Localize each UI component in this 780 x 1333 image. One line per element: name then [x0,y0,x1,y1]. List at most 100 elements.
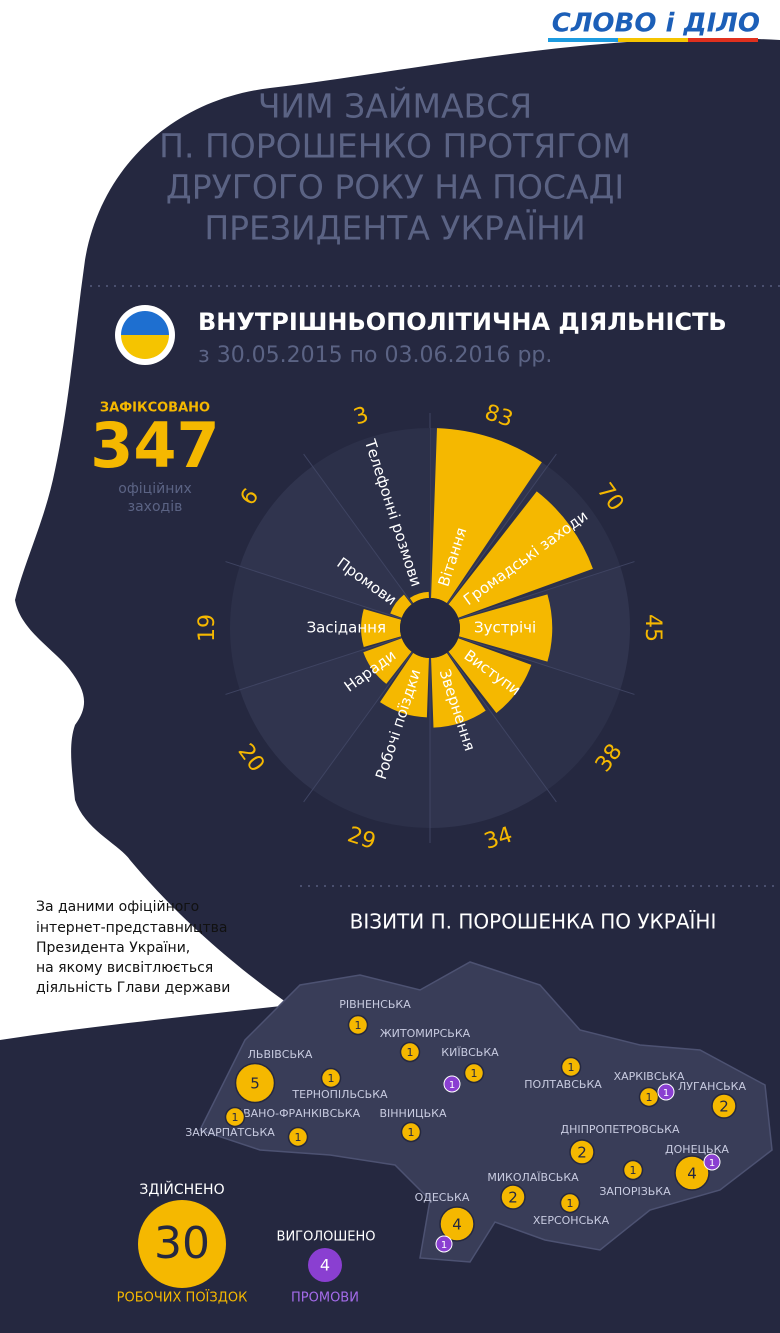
trips-badge [138,1200,226,1288]
bar [390,594,412,618]
source-line: За даними офіційного [36,899,199,915]
speeches-count: 1 [709,1158,715,1169]
trips-marker [559,1192,581,1214]
summary-caption: заходів [128,499,183,515]
speeches-count: 1 [663,1088,669,1099]
spoke [225,627,431,695]
trips-count: 1 [408,1126,415,1139]
bar [431,652,486,728]
source-line: на якому висвітлюється [36,960,213,976]
title-line: ДРУГОГО РОКУ НА ПОСАДІ [166,168,624,207]
logo-stripe [618,38,688,42]
title-line: ПРЕЗИДЕНТА УКРАЇНИ [204,209,585,248]
spoke [303,453,431,629]
center-hole [400,598,460,658]
trips-count: 2 [719,1098,729,1116]
speeches-total: 4 [320,1256,330,1275]
region-label: ВІННИЦЬКА [380,1107,447,1120]
region-label: ТЕРНОПІЛЬСЬКА [291,1088,388,1101]
trips-label: ЗДІЙСНЕНО [139,1180,224,1198]
region-label: ХЕРСОНСЬКА [533,1214,610,1227]
value-label: 45 [640,614,665,642]
bar [431,428,542,604]
speeches-badge [308,1248,342,1282]
trips-count: 1 [568,1061,575,1074]
region-label: ЛУГАНСЬКА [678,1080,747,1093]
spoke [429,627,635,695]
spoke [303,627,431,803]
category-label: Засідання [307,619,386,637]
trips-marker [287,1126,309,1148]
region-label: ОДЕСЬКА [415,1191,470,1204]
trips-count: 2 [577,1144,587,1162]
summary-total: 347 [90,409,219,482]
speeches-caption: ПРОМОВИ [291,1291,359,1306]
value-label: 19 [195,614,220,642]
speeches-count: 1 [441,1240,447,1251]
sector-bg [239,466,413,619]
flag-blue [121,311,169,335]
spoke [429,453,557,629]
trips-marker [347,1014,369,1036]
sector-bg [312,428,430,604]
trips-marker [439,1206,475,1242]
trips-count: 2 [508,1189,518,1207]
region-label: ЛЬВІВСЬКА [248,1048,313,1061]
trips-count: 1 [355,1019,362,1032]
trips-count: 1 [407,1046,414,1059]
bar [363,638,412,684]
subtitle: ВНУТРІШНЬОПОЛІТИЧНА ДІЯЛЬНІСТЬ [198,308,727,336]
trips-marker [463,1062,485,1084]
spoke [429,627,557,803]
trips-marker [711,1093,737,1119]
bar [448,491,593,618]
logo: СЛОВО і ДІЛО [552,9,760,39]
trips-total: 30 [154,1218,210,1269]
spoke [225,561,431,629]
logo-stripe [548,38,618,42]
speeches-marker [703,1153,721,1171]
speeches-marker [443,1075,461,1093]
trips-count: 1 [646,1091,653,1104]
spoke [429,561,635,629]
trips-count: 1 [328,1072,335,1085]
speeches-marker [657,1083,675,1101]
trips-marker [400,1121,422,1143]
trips-count: 1 [567,1197,574,1210]
trips-marker [622,1159,644,1181]
trips-marker [224,1106,246,1128]
trips-count: 5 [250,1075,260,1093]
trips-count: 1 [630,1164,637,1177]
region-label: ЗАКАРПАТСЬКА [185,1126,275,1139]
region-label: ХАРКІВСЬКА [614,1070,685,1083]
trips-marker [320,1067,342,1089]
trips-count: 1 [295,1131,302,1144]
bar [448,638,532,713]
trips-count: 1 [471,1067,478,1080]
trips-marker [638,1086,660,1108]
period: з 30.05.2015 по 03.06.2016 рр. [198,343,552,368]
category-label: Зустрічі [474,619,536,637]
region-label: ЖИТОМИРСЬКА [380,1027,471,1040]
bar [380,652,429,718]
region-label: ПОЛТАВСЬКА [524,1078,602,1091]
region-label: МИКОЛАЇВСЬКА [487,1171,579,1184]
title-line: ЧИМ ЗАЙМАВСЯ [258,86,532,126]
trips-caption: РОБОЧИХ ПОЇЗДОК [117,1290,248,1306]
source-line: діяльність Глави держави [36,980,230,996]
trips-marker [569,1139,595,1165]
source-line: інтернет-представництва [36,920,227,936]
speeches-label: ВИГОЛОШЕНО [277,1230,376,1245]
trips-marker [500,1184,526,1210]
region-label: КИЇВСЬКА [441,1046,499,1059]
flag-yellow [121,335,169,359]
title-line: П. ПОРОШЕНКО ПРОТЯГОМ [159,127,631,166]
source-line: Президента України, [36,940,190,956]
sector-bg [230,566,402,690]
trips-marker [560,1056,582,1078]
trips-marker [399,1041,421,1063]
region-label: ДОНЕЦЬКА [665,1143,729,1156]
